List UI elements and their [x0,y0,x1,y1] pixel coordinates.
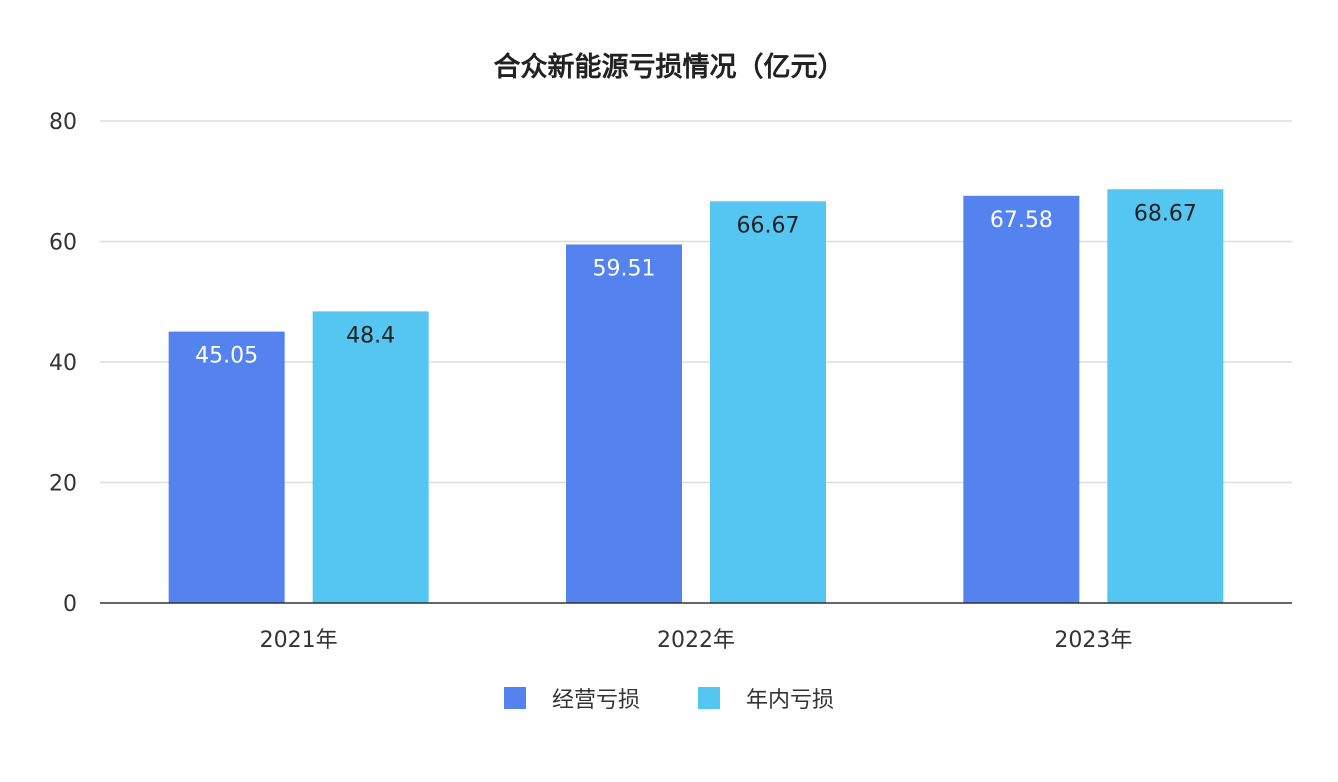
legend-label-annual-loss: 年内亏损 [746,688,835,713]
chart-title: 合众新能源亏损情况（亿元） [493,52,845,83]
bar-value-label: 67.58 [990,208,1053,233]
legend-item-annual-loss[interactable]: 年内亏损 [698,682,834,714]
legend-swatch-operating-loss [503,687,526,709]
y-tick-label: 60 [49,231,77,256]
bar[interactable] [963,195,1080,603]
y-tick-label: 40 [49,351,77,376]
x-tick-label: 2023年 [1054,628,1132,653]
chart-legend: 经营亏损 年内亏损 [0,682,1338,714]
x-tick-label: 2021年 [260,628,338,653]
bar-value-label: 59.51 [593,256,656,281]
legend-item-operating-loss[interactable]: 经营亏损 [503,682,640,714]
y-tick-label: 0 [63,592,77,617]
bar-value-label: 45.05 [195,344,258,369]
bar[interactable] [312,311,429,603]
bar-value-label: 48.4 [346,323,395,348]
bar[interactable] [168,331,285,603]
bar-value-label: 66.67 [737,213,800,238]
bar[interactable] [566,244,682,603]
bar-value-label: 68.67 [1134,201,1197,226]
legend-swatch-annual-loss [698,687,720,709]
legend-label-operating-loss: 经营亏损 [551,688,640,713]
bar[interactable] [710,201,826,604]
x-tick-label: 2022年 [657,628,735,653]
bar[interactable] [1107,189,1224,603]
y-tick-label: 80 [49,110,77,135]
y-tick-label: 20 [49,472,77,497]
